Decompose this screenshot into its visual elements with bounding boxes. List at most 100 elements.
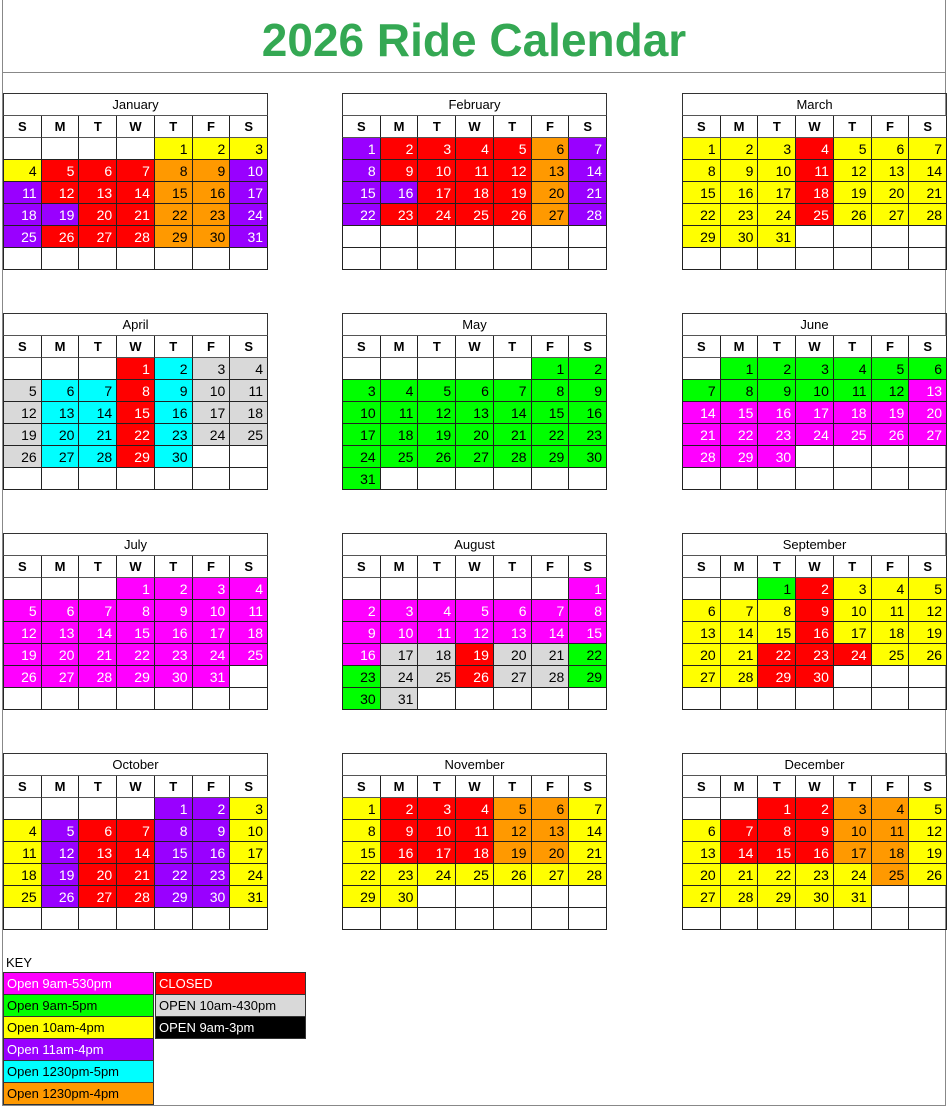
day-cell[interactable]: 31 <box>380 688 419 710</box>
day-cell[interactable]: 30 <box>796 666 834 688</box>
day-cell[interactable]: 10 <box>796 380 834 402</box>
day-cell[interactable]: 11 <box>833 380 872 402</box>
day-cell[interactable]: 2 <box>154 358 193 380</box>
day-cell[interactable]: 26 <box>3 666 42 688</box>
day-cell[interactable]: 17 <box>833 622 872 644</box>
day-cell[interactable]: 10 <box>833 600 872 622</box>
day-cell[interactable]: 7 <box>79 380 118 402</box>
day-cell[interactable]: 1 <box>758 798 797 820</box>
day-cell[interactable]: 12 <box>41 182 80 204</box>
day-cell[interactable]: 29 <box>758 886 797 908</box>
day-cell[interactable]: 12 <box>871 380 910 402</box>
day-cell[interactable]: 20 <box>909 402 948 424</box>
day-cell[interactable]: 23 <box>796 864 834 886</box>
day-cell[interactable]: 19 <box>909 842 948 864</box>
day-cell[interactable]: 9 <box>380 820 419 842</box>
day-cell[interactable]: 28 <box>569 864 608 886</box>
day-cell[interactable]: 14 <box>79 622 118 644</box>
day-cell[interactable]: 19 <box>3 644 42 666</box>
day-cell[interactable]: 26 <box>456 666 494 688</box>
day-cell[interactable]: 4 <box>871 578 910 600</box>
day-cell[interactable]: 21 <box>569 842 608 864</box>
day-cell[interactable]: 25 <box>871 864 910 886</box>
day-cell[interactable]: 6 <box>493 600 532 622</box>
day-cell[interactable]: 4 <box>456 138 494 160</box>
day-cell[interactable]: 15 <box>117 402 155 424</box>
day-cell[interactable]: 4 <box>3 820 42 842</box>
day-cell[interactable]: 12 <box>833 160 872 182</box>
day-cell[interactable]: 4 <box>833 358 872 380</box>
day-cell[interactable]: 30 <box>720 226 759 248</box>
day-cell[interactable]: 19 <box>3 424 42 446</box>
day-cell[interactable]: 18 <box>3 204 42 226</box>
day-cell[interactable]: 5 <box>418 380 457 402</box>
day-cell[interactable]: 6 <box>456 380 494 402</box>
day-cell[interactable]: 7 <box>493 380 532 402</box>
day-cell[interactable]: 17 <box>230 182 269 204</box>
day-cell[interactable]: 2 <box>569 358 608 380</box>
day-cell[interactable]: 19 <box>493 182 532 204</box>
day-cell[interactable]: 2 <box>796 798 834 820</box>
day-cell[interactable]: 12 <box>41 842 80 864</box>
day-cell[interactable]: 6 <box>41 600 80 622</box>
day-cell[interactable]: 12 <box>493 160 532 182</box>
day-cell[interactable]: 21 <box>117 864 155 886</box>
day-cell[interactable]: 10 <box>342 402 381 424</box>
day-cell[interactable]: 22 <box>720 424 759 446</box>
day-cell[interactable]: 8 <box>569 600 608 622</box>
day-cell[interactable]: 10 <box>192 380 231 402</box>
day-cell[interactable]: 4 <box>230 358 269 380</box>
day-cell[interactable]: 14 <box>569 820 608 842</box>
day-cell[interactable]: 20 <box>456 424 494 446</box>
day-cell[interactable]: 1 <box>531 358 570 380</box>
day-cell[interactable]: 20 <box>682 644 721 666</box>
day-cell[interactable]: 13 <box>531 820 570 842</box>
day-cell[interactable]: 6 <box>79 160 118 182</box>
day-cell[interactable]: 8 <box>154 820 193 842</box>
day-cell[interactable]: 13 <box>493 622 532 644</box>
day-cell[interactable]: 24 <box>796 424 834 446</box>
day-cell[interactable]: 16 <box>192 842 231 864</box>
day-cell[interactable]: 8 <box>117 600 155 622</box>
day-cell[interactable]: 13 <box>682 842 721 864</box>
day-cell[interactable]: 15 <box>682 182 721 204</box>
day-cell[interactable]: 29 <box>117 446 155 468</box>
day-cell[interactable]: 3 <box>230 138 269 160</box>
day-cell[interactable]: 20 <box>41 424 80 446</box>
day-cell[interactable]: 30 <box>380 886 419 908</box>
day-cell[interactable]: 7 <box>117 820 155 842</box>
day-cell[interactable]: 27 <box>871 204 910 226</box>
day-cell[interactable]: 14 <box>720 842 759 864</box>
day-cell[interactable]: 11 <box>456 820 494 842</box>
day-cell[interactable]: 24 <box>192 644 231 666</box>
day-cell[interactable]: 4 <box>380 380 419 402</box>
day-cell[interactable]: 6 <box>531 138 570 160</box>
day-cell[interactable]: 29 <box>117 666 155 688</box>
day-cell[interactable]: 26 <box>833 204 872 226</box>
day-cell[interactable]: 7 <box>531 600 570 622</box>
day-cell[interactable]: 25 <box>833 424 872 446</box>
day-cell[interactable]: 12 <box>418 402 457 424</box>
day-cell[interactable]: 31 <box>230 886 269 908</box>
day-cell[interactable]: 10 <box>833 820 872 842</box>
day-cell[interactable]: 26 <box>41 886 80 908</box>
day-cell[interactable]: 17 <box>192 622 231 644</box>
day-cell[interactable]: 29 <box>154 886 193 908</box>
day-cell[interactable]: 21 <box>79 424 118 446</box>
day-cell[interactable]: 20 <box>682 864 721 886</box>
day-cell[interactable]: 15 <box>154 182 193 204</box>
day-cell[interactable]: 11 <box>871 820 910 842</box>
day-cell[interactable]: 7 <box>720 820 759 842</box>
day-cell[interactable]: 22 <box>342 204 381 226</box>
day-cell[interactable]: 28 <box>79 446 118 468</box>
day-cell[interactable]: 17 <box>418 842 457 864</box>
day-cell[interactable]: 28 <box>720 666 759 688</box>
day-cell[interactable]: 5 <box>456 600 494 622</box>
day-cell[interactable]: 20 <box>531 182 570 204</box>
day-cell[interactable]: 18 <box>418 644 457 666</box>
day-cell[interactable]: 23 <box>154 644 193 666</box>
day-cell[interactable]: 20 <box>79 204 118 226</box>
day-cell[interactable]: 16 <box>569 402 608 424</box>
day-cell[interactable]: 24 <box>380 666 419 688</box>
day-cell[interactable]: 26 <box>493 864 532 886</box>
